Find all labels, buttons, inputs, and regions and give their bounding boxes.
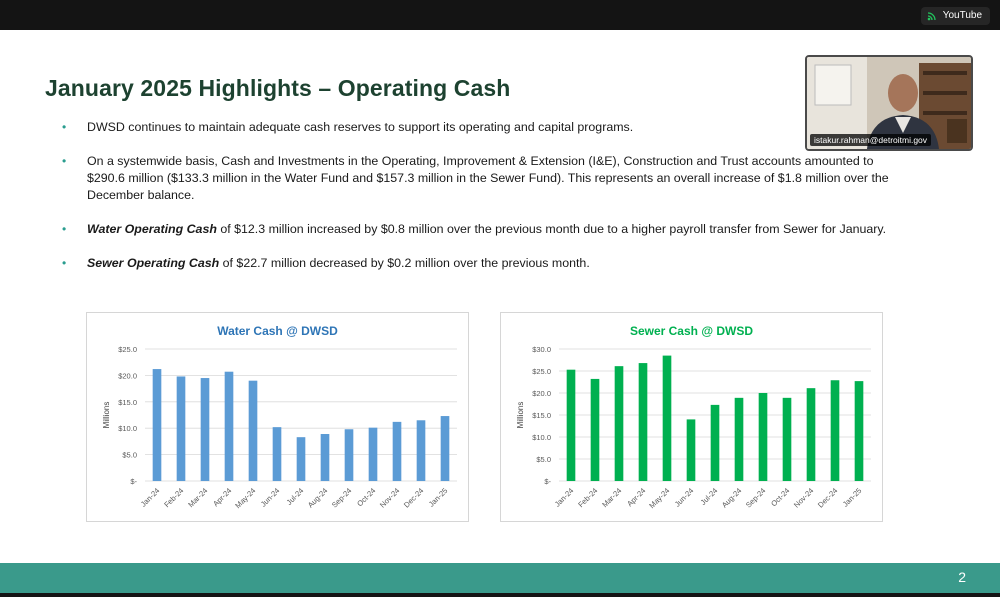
top-bar: YouTube [0, 0, 1000, 30]
x-tick-label: Aug-24 [720, 486, 743, 509]
bar [224, 371, 234, 481]
x-tick-label: Aug-24 [306, 486, 329, 509]
bar [200, 378, 210, 481]
bullet-text: of $12.3 million increased by $0.8 milli… [216, 222, 887, 236]
x-tick-label: Dec-24 [816, 486, 839, 509]
x-tick-label: Mar-24 [600, 486, 623, 509]
x-tick-label: Nov-24 [378, 486, 401, 509]
live-signal-icon [927, 12, 936, 21]
x-tick-label: Jan-24 [553, 486, 576, 509]
x-tick-label: Feb-24 [162, 486, 185, 509]
participant-video-frame [807, 57, 971, 149]
bullet-item: Water Operating Cash of $12.3 million in… [62, 221, 892, 238]
x-tick-label: Oct-24 [355, 486, 377, 508]
y-tick-label: $20.0 [118, 371, 137, 380]
y-tick-label: $5.0 [122, 451, 137, 460]
bar [662, 355, 672, 481]
bar [638, 363, 648, 481]
bar [368, 427, 378, 481]
y-tick-label: $15.0 [118, 398, 137, 407]
water-cash-chart-svg: Water Cash @ DWSD Millions $- $5.0 $10.0 $15.… [102, 324, 457, 510]
bullet-text: On a systemwide basis, Cash and Investme… [87, 154, 889, 202]
bar [392, 421, 402, 481]
y-tick-label: $- [130, 477, 137, 486]
x-tick-label: Sep-24 [330, 486, 353, 509]
bar [440, 416, 450, 481]
x-tick-label: Jan-25 [427, 486, 450, 509]
sewer-cash-chart-svg: Sewer Cash @ DWSD Millions $- $5.0 $10.0 $15.… [516, 324, 871, 510]
sewer-cash-chart: Sewer Cash @ DWSD Millions $- $5.0 $10.0 $15.… [500, 312, 883, 522]
participant-name: istakur.rahman@detroitmi.gov [810, 134, 932, 146]
y-tick-label: $25.0 [532, 367, 551, 376]
bar [734, 397, 744, 481]
y-tick-label: $30.0 [532, 345, 551, 354]
bullet-list: DWSD continues to maintain adequate cash… [62, 119, 892, 289]
bar [296, 437, 306, 481]
bar [248, 380, 258, 481]
bar [272, 427, 282, 481]
x-tick-label: Dec-24 [402, 486, 425, 509]
x-tick-label: Oct-24 [769, 486, 791, 508]
x-tick-label: Apr-24 [625, 486, 647, 508]
x-tick-label: May-24 [233, 486, 257, 510]
bullet-text: DWSD continues to maintain adequate cash… [87, 120, 634, 134]
x-tick-label: Jan-25 [841, 486, 864, 509]
y-tick-label: $10.0 [532, 433, 551, 442]
bar [566, 369, 576, 481]
youtube-label: YouTube [942, 10, 982, 21]
x-tick-label: Jun-24 [259, 486, 282, 509]
bar [320, 434, 330, 481]
x-tick-label: Nov-24 [792, 486, 815, 509]
y-tick-label: $5.0 [536, 455, 551, 464]
x-tick-label: Jan-24 [139, 486, 162, 509]
x-tick-label: Feb-24 [576, 486, 599, 509]
y-tick-label: $20.0 [532, 389, 551, 398]
bar [686, 419, 696, 481]
bar [710, 404, 720, 481]
y-tick-label: $15.0 [532, 411, 551, 420]
bullet-text: of $22.7 million decreased by $0.2 milli… [219, 256, 590, 270]
youtube-live-badge[interactable]: YouTube [920, 7, 990, 25]
x-tick-label: Apr-24 [211, 486, 233, 508]
x-tick-label: Mar-24 [186, 486, 209, 509]
x-tick-label: Jul-24 [285, 486, 306, 507]
bar [152, 369, 162, 481]
participant-video[interactable]: istakur.rahman@detroitmi.gov [805, 55, 973, 151]
bar [806, 388, 816, 481]
x-tick-label: Sep-24 [744, 486, 767, 509]
bar [782, 397, 792, 481]
bar [758, 393, 768, 481]
x-tick-label: May-24 [647, 486, 671, 510]
page-number: 2 [958, 569, 966, 585]
x-tick-label: Jul-24 [699, 486, 720, 507]
slide-footer: 2 [0, 563, 1000, 593]
bullet-bold: Water Operating Cash [87, 222, 217, 236]
y-tick-label: $10.0 [118, 424, 137, 433]
bullet-item: DWSD continues to maintain adequate cash… [62, 119, 892, 136]
bar [614, 366, 624, 481]
bar [590, 378, 600, 481]
bar [176, 376, 186, 481]
y-axis-label: Millions [102, 402, 111, 429]
bullet-item: Sewer Operating Cash of $22.7 million de… [62, 255, 892, 272]
bottom-strip [0, 593, 1000, 597]
chart-title: Sewer Cash @ DWSD [630, 324, 753, 338]
x-tick-label: Jun-24 [673, 486, 696, 509]
bar [416, 420, 426, 481]
bar [830, 380, 840, 481]
chart-title: Water Cash @ DWSD [217, 324, 338, 338]
bullet-bold: Sewer Operating Cash [87, 256, 220, 270]
bar [854, 381, 864, 481]
y-tick-label: $25.0 [118, 345, 137, 354]
water-cash-chart: Water Cash @ DWSD Millions $- $5.0 $10.0 $15.… [86, 312, 469, 522]
bar [344, 429, 354, 481]
y-axis-label: Millions [516, 402, 525, 429]
slide-title: January 2025 Highlights – Operating Cash [45, 75, 511, 101]
bullet-item: On a systemwide basis, Cash and Investme… [62, 153, 892, 204]
y-tick-label: $- [544, 477, 551, 486]
